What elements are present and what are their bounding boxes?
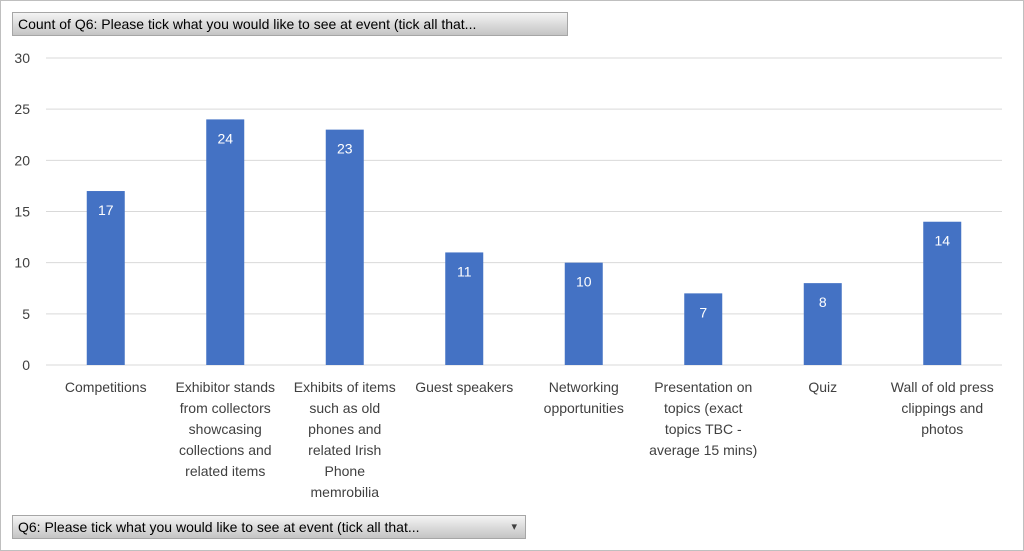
category-label-line: Quiz (808, 379, 837, 395)
category-label: Exhibits of items such as old phones and re… (294, 379, 396, 500)
data-labels: 17 24 23 11 10 7 8 14 (98, 130, 950, 320)
category-label-line: Wall of old press (891, 379, 994, 395)
category-label-line: showcasing (189, 421, 262, 437)
category-label-line: topics (exact (664, 400, 743, 416)
category-label: Guest speakers (415, 379, 513, 395)
gridlines (46, 57, 1002, 366)
data-label: 11 (457, 263, 472, 279)
category-label-line: average 15 mins) (649, 442, 757, 458)
data-label: 14 (934, 233, 950, 249)
bar[interactable] (325, 129, 364, 365)
category-label-line: related Irish (308, 442, 381, 458)
bar[interactable] (206, 119, 245, 366)
category-label-line: collections and (179, 442, 272, 458)
bars (86, 119, 962, 366)
bar[interactable] (923, 221, 962, 365)
data-label: 7 (699, 304, 707, 320)
y-tick-label: 10 (14, 255, 30, 271)
category-label-line: memrobilia (311, 484, 380, 500)
y-tick-label: 25 (14, 101, 30, 117)
category-label-line: Networking (549, 379, 619, 395)
category-label-line: Competitions (65, 379, 147, 395)
category-label: Presentation on topics (exact topics TBC -… (649, 379, 757, 458)
category-label-line: such as old (309, 400, 380, 416)
y-tick-label: 30 (14, 50, 30, 66)
y-tick-label: 15 (14, 204, 30, 220)
data-label: 17 (98, 202, 114, 218)
axis-field-label: Q6: Please tick what you would like to s… (18, 519, 420, 535)
category-label: Exhibitor stands from collectors showcasin… (175, 379, 275, 479)
y-axis-tick-labels: 0 5 10 15 20 25 30 (14, 50, 30, 373)
category-label-line: Guest speakers (415, 379, 513, 395)
y-tick-label: 0 (22, 357, 30, 373)
x-axis-category-labels: Competitions Exhibitor stands from collect… (65, 379, 994, 500)
category-label: Wall of old press clippings and photos (891, 379, 994, 437)
bar[interactable] (445, 252, 484, 365)
category-label: Competitions (65, 379, 147, 395)
category-label-line: Exhibits of items (294, 379, 396, 395)
dropdown-arrow-icon[interactable]: ▾ (511, 521, 517, 533)
category-label-line: from collectors (180, 400, 271, 416)
data-label: 23 (337, 141, 353, 157)
data-label: 10 (576, 274, 592, 290)
category-label-line: clippings and (901, 400, 983, 416)
data-label: 24 (217, 130, 233, 146)
data-label: 8 (819, 294, 827, 310)
value-field-label: Count of Q6: Please tick what you would … (18, 16, 477, 32)
category-label-line: phones and (308, 421, 381, 437)
bar[interactable] (684, 293, 723, 365)
category-label-line: related items (185, 463, 265, 479)
category-label: Quiz (808, 379, 837, 395)
category-label-line: Phone (325, 463, 366, 479)
bar[interactable] (564, 262, 603, 365)
category-label: Networking opportunities (544, 379, 624, 416)
value-field-button[interactable]: Count of Q6: Please tick what you would … (12, 12, 568, 36)
category-label-line: Exhibitor stands (175, 379, 275, 395)
category-label-line: topics TBC - (665, 421, 742, 437)
y-tick-label: 5 (22, 306, 30, 322)
y-tick-label: 20 (14, 152, 30, 168)
bar[interactable] (803, 283, 842, 365)
category-label-line: Presentation on (654, 379, 752, 395)
bar[interactable] (86, 191, 125, 365)
category-label-line: photos (921, 421, 963, 437)
axis-field-button[interactable]: Q6: Please tick what you would like to s… (12, 515, 526, 539)
category-label-line: opportunities (544, 400, 624, 416)
